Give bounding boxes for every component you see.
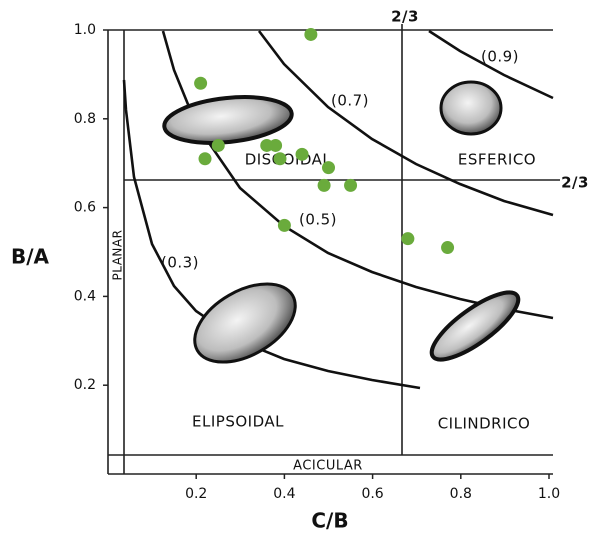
y-axis-label: B/A <box>11 245 50 269</box>
threshold-label: 2/3 <box>561 174 589 192</box>
x-tick-label: 0.2 <box>185 486 207 502</box>
data-point <box>212 139 225 152</box>
curve-label: (0.5) <box>299 211 337 229</box>
threshold-label: 2/3 <box>391 8 419 26</box>
y-tick-label: 0.8 <box>74 111 96 127</box>
y-tick-label: 0.4 <box>74 288 96 304</box>
data-point <box>441 241 454 254</box>
data-point <box>278 219 291 232</box>
x-tick-label: 0.8 <box>450 486 472 502</box>
zone-label: PLANAR <box>111 230 125 281</box>
x-tick-label: 1.0 <box>538 486 560 502</box>
curve-label: (0.7) <box>331 92 369 110</box>
data-point <box>318 179 331 192</box>
zone-label: CILINDRICO <box>438 415 531 433</box>
data-point <box>194 77 207 90</box>
y-tick-label: 0.6 <box>74 200 96 216</box>
cylindrical-grain <box>423 282 527 371</box>
data-point <box>401 232 414 245</box>
curve-05 <box>163 31 553 318</box>
data-point <box>199 152 212 165</box>
y-tick-label: 0.2 <box>74 377 96 393</box>
zone-label: ACICULAR <box>293 459 363 474</box>
data-point <box>269 139 282 152</box>
zone-label: ESFERICO <box>458 151 536 169</box>
x-tick-label: 0.6 <box>361 486 383 502</box>
x-tick-label: 0.4 <box>273 486 295 502</box>
zone-label: ELIPSOIDAL <box>192 413 284 431</box>
x-axis-label: C/B <box>311 509 348 533</box>
data-point <box>344 179 357 192</box>
data-point <box>304 28 317 41</box>
y-tick-label: 1.0 <box>74 22 96 38</box>
data-point <box>273 152 286 165</box>
spherical-grain <box>441 82 501 134</box>
data-point <box>322 161 335 174</box>
zone-label: DISCOIDAL <box>245 151 332 169</box>
data-point <box>296 148 309 161</box>
chart: DISCOIDAL ESFERICO ELIPSOIDAL CILINDRICO… <box>0 0 592 538</box>
curve-label: (0.9) <box>481 48 519 66</box>
curve-label: (0.3) <box>161 254 199 272</box>
